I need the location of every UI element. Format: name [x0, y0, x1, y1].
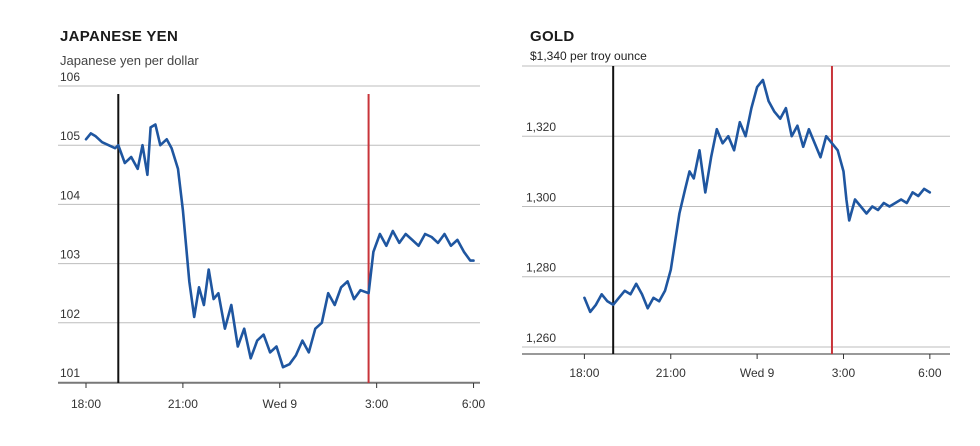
series-line [583, 78, 932, 314]
y-tick-label: 1,280 [526, 261, 556, 275]
chart-subtitle: Japanese yen per dollar [60, 53, 199, 68]
chart-title: GOLD [530, 28, 575, 45]
y-tick-label: 104 [60, 188, 80, 202]
y-tick-label: 1,300 [526, 190, 556, 204]
y-tick-label: 101 [60, 366, 80, 380]
x-tick-label: Wed 9 [740, 366, 775, 380]
chart-subtitle: $1,340 per troy ounce [530, 49, 647, 63]
yen-chart-panel: JAPANESE YEN Japanese yen per dollar 101… [58, 28, 486, 411]
gold-chart-panel: GOLD $1,340 per troy ounce 1,260 1,280 1,3… [490, 0, 980, 446]
series-line [84, 123, 475, 369]
x-tick-label: Wed 9 [263, 397, 298, 411]
x-tick-label: 3:00 [365, 397, 389, 411]
x-tick-label: 6:00 [918, 366, 942, 380]
chart-title: JAPANESE YEN [60, 28, 179, 45]
y-tick-label: 1,260 [526, 331, 556, 345]
x-tick-label: 21:00 [168, 397, 198, 411]
y-tick-label: 1,320 [526, 120, 556, 134]
x-tick-label: 18:00 [71, 397, 101, 411]
y-tick-label: 105 [60, 129, 80, 143]
y-tick-label: 103 [60, 248, 80, 262]
yen-line-chart: 101 102 103 104 105 106 18:00 21:00 Wed 9 3:00 6:0… [58, 70, 486, 411]
x-tick-label: 3:00 [832, 366, 856, 380]
x-tick-label: 6:00 [462, 397, 486, 411]
gold-line-chart: 1,260 1,280 1,300 1,320 18:00 21:00 Wed 9 3:00 6… [522, 65, 950, 380]
x-tick-label: 21:00 [656, 366, 686, 380]
x-tick-label: 18:00 [569, 366, 599, 380]
y-tick-label: 102 [60, 307, 80, 321]
y-tick-label: 106 [60, 70, 80, 84]
